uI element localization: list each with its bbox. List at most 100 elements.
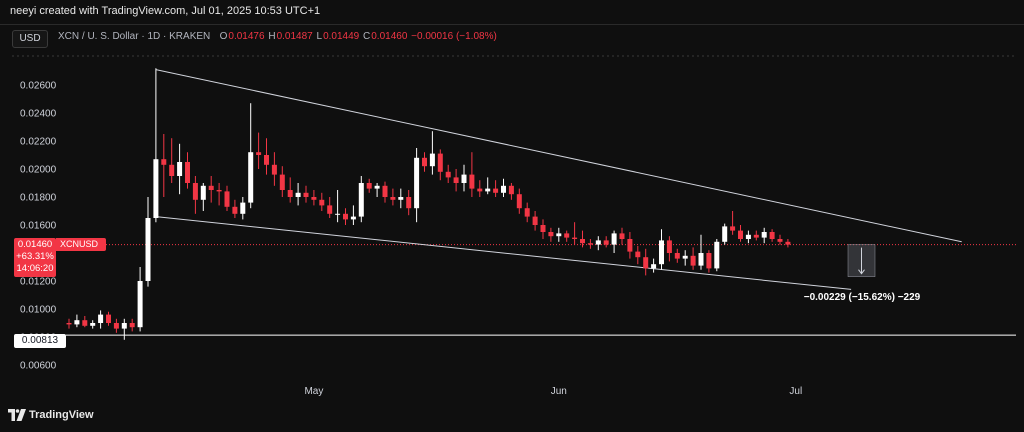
candle-body [461, 174, 467, 183]
candle-body [303, 192, 309, 197]
x-tick-label: Jun [551, 386, 567, 397]
horizontal-line-label[interactable]: 0.00813 [14, 334, 66, 348]
candle-body [745, 234, 751, 239]
candle-body [66, 323, 72, 325]
candle-body [224, 191, 230, 207]
candle-body [659, 240, 664, 265]
candle-body [113, 323, 119, 329]
candle-body [508, 185, 514, 195]
candle-body [706, 253, 712, 269]
candle-body [627, 239, 633, 252]
legend-symbol[interactable]: XCN / U. S. Dollar · 1D · KRAKEN [58, 31, 211, 42]
candle-body [295, 192, 301, 197]
candle-body [145, 218, 151, 281]
candle-body [200, 185, 206, 200]
candle-body [595, 240, 601, 245]
x-tick-label: Jul [789, 386, 802, 397]
candle-body [619, 233, 625, 239]
y-tick-label: 0.01600 [20, 221, 57, 232]
candle-body [256, 152, 262, 155]
candle-body [279, 174, 285, 190]
candle-body [714, 241, 720, 269]
line-layer [66, 69, 1016, 336]
legend-open-value: 0.01476 [228, 31, 265, 42]
legend-high-value: 0.01487 [276, 31, 313, 42]
candle-body [343, 213, 348, 220]
candle-body [698, 253, 704, 266]
candle-body [635, 251, 641, 258]
candle-body [777, 239, 783, 242]
candle-body [643, 257, 649, 269]
candle-body [730, 226, 736, 231]
candle-body [572, 237, 578, 239]
candle-body [722, 226, 728, 242]
tradingview-logo-icon [8, 409, 26, 421]
candle-body [501, 185, 506, 193]
change-percent: +63.31% [16, 251, 54, 262]
bar-countdown: 14:06:20 [16, 263, 54, 274]
candle-body [674, 253, 680, 259]
candle-body [74, 320, 80, 325]
candle-body [738, 230, 743, 239]
candle-body [493, 188, 499, 193]
y-tick-label: 0.01800 [20, 193, 57, 204]
candle-body [666, 240, 672, 253]
candle-body [785, 241, 791, 245]
y-tick-label: 0.00600 [20, 361, 57, 372]
candle-body [169, 164, 175, 176]
candle-body [540, 225, 546, 232]
legend-change: −0.00016 (−1.08%) [411, 31, 497, 42]
candle-body [406, 197, 412, 209]
candle-body [690, 255, 696, 266]
y-tick-label: 0.01000 [20, 305, 57, 316]
axis-layer: 0.006000.008000.010000.012000.014000.016… [20, 81, 802, 398]
legend-close-value: 0.01460 [371, 31, 408, 42]
candle-body [248, 152, 254, 203]
candle-body [271, 164, 277, 175]
y-tick-label: 0.02000 [20, 165, 57, 176]
candle-body [137, 281, 143, 328]
candle-body [350, 216, 356, 220]
candle-body [485, 188, 491, 192]
candle-body [129, 323, 135, 328]
measure-arrow-head [858, 269, 865, 275]
candle-body [611, 233, 617, 245]
symbol-tag: XCNUSD [56, 238, 106, 251]
candle-body [382, 185, 388, 197]
candle-body [366, 183, 372, 189]
candle-body [769, 232, 775, 239]
candle-body [651, 264, 657, 269]
candle-body [161, 159, 167, 165]
footer-brand[interactable]: TradingView [8, 409, 94, 421]
footer-brand-text: TradingView [29, 409, 94, 421]
candle-body [580, 239, 585, 244]
trendline [155, 69, 962, 243]
candle-body [445, 171, 451, 178]
candle-body [185, 162, 190, 183]
attribution-text: neeyi created with TradingView.com, Jul … [10, 5, 321, 17]
candle-body [398, 197, 404, 200]
overlay-layer: −0.00229 (−15.62%) −229 [804, 244, 921, 303]
candle-body [548, 232, 554, 237]
candle-body [358, 183, 364, 217]
candle-body [453, 177, 459, 183]
candle-body [414, 157, 420, 209]
candle-body [374, 185, 380, 189]
current-price-box: 0.01460 +63.31% 14:06:20 [14, 238, 56, 277]
candle-body [335, 213, 341, 215]
candle-body [390, 197, 396, 200]
candle-body [98, 314, 104, 323]
y-tick-label: 0.01200 [20, 277, 57, 288]
legend-close-label: C [363, 31, 371, 42]
candle-body [90, 323, 96, 326]
currency-button[interactable]: USD [12, 30, 48, 48]
candle-body [761, 232, 767, 238]
candle-body [587, 243, 593, 245]
candle-body [516, 194, 522, 209]
candle-body [106, 314, 111, 323]
legend-high-label: H [268, 31, 276, 42]
candle-body [82, 320, 88, 326]
header-separator [0, 24, 1024, 25]
current-price: 0.01460 [17, 239, 53, 250]
